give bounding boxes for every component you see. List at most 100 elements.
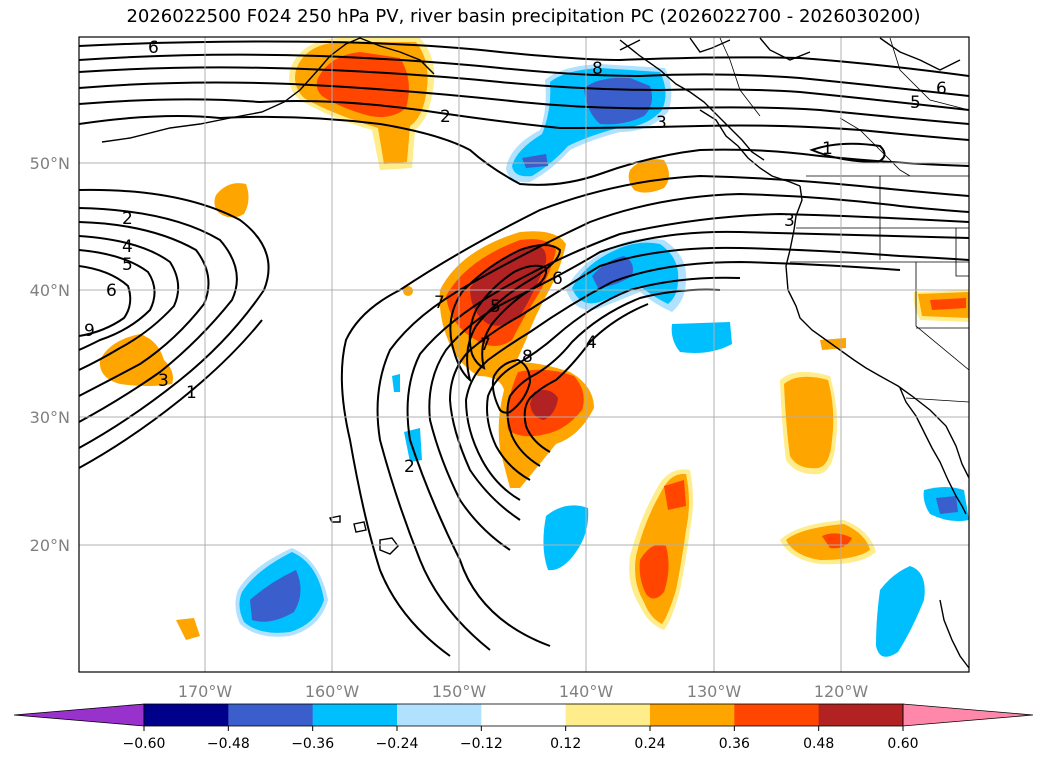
contour-label: 6	[148, 38, 159, 58]
pv-contour-trough-1	[428, 230, 969, 551]
border-bc-alberta	[839, 117, 911, 177]
shade-blob-b	[628, 159, 669, 193]
pv-contour-west-2	[79, 207, 238, 423]
colorbar-tick-label: 0.24	[634, 736, 665, 752]
colorbar-segment	[650, 704, 735, 726]
pv-contour-west-4	[79, 235, 180, 371]
coast-mexico	[939, 599, 969, 669]
shade-blob-d	[176, 618, 200, 640]
colorbar-segment	[228, 704, 314, 726]
pv-contour-trough-3	[464, 260, 901, 501]
shade-nw-red	[930, 298, 966, 310]
contour-label: 2	[122, 209, 133, 229]
pv-contours	[79, 40, 969, 657]
longitude-labels: 170°W 160°W 150°W 140°W 130°W 120°W	[178, 682, 869, 701]
pv-contour-west-5	[79, 249, 156, 351]
coast-us-west	[785, 185, 969, 479]
contour-label: 6	[552, 269, 563, 289]
colorbar-segment	[481, 704, 567, 726]
colorbar-tick-label: 0.48	[803, 736, 834, 752]
lat-label: 50°N	[30, 154, 70, 173]
contour-label: 4	[586, 333, 597, 353]
pv-contour-west-6	[79, 265, 132, 337]
colorbar-tick-label: −0.24	[376, 736, 419, 752]
contour-label: 8	[522, 347, 533, 367]
lat-label: 30°N	[30, 408, 70, 427]
border-us-mexico	[905, 397, 969, 403]
shade-jet-neg-dark	[592, 256, 633, 288]
colorbar: −0.60 −0.48 −0.36 −0.24 −0.12 0.12 0.24 0.36 0.4…	[13, 703, 1034, 752]
contour-label: 2	[404, 457, 415, 477]
shade-central-darkred-2	[530, 390, 558, 420]
colorbar-segment	[818, 704, 904, 726]
shade-blob-c	[99, 334, 173, 386]
pv-contour-north-2	[79, 53, 969, 97]
shade-neg-mex	[876, 566, 925, 657]
latitude-labels: 50°N 40°N 30°N 20°N	[30, 154, 70, 555]
shade-neg-hawaii-dark	[250, 570, 301, 622]
colorbar-segment	[144, 704, 229, 726]
pv-contour-north-6	[79, 115, 969, 186]
colorbar-segment	[312, 704, 398, 726]
shade-neg-offshore	[671, 322, 732, 353]
shade-south-pos-red	[639, 544, 669, 599]
contour-label: 9	[84, 321, 95, 341]
shade-bc-dark-small	[522, 154, 548, 168]
pv-contour-ridge-3	[406, 212, 969, 647]
lon-label: 120°W	[814, 682, 869, 701]
colorbar-outline	[143, 703, 904, 727]
pv-contour-cutoff-2	[468, 264, 548, 370]
contour-labels: 6 8 2 3 5 6 1 3 2 4 5 6 9 3 1 7 5 6 8 4 …	[84, 38, 947, 477]
lon-label: 140°W	[559, 682, 614, 701]
pv-contour-north-1	[79, 40, 969, 77]
colorbar-tick-label: −0.36	[291, 736, 334, 752]
coast-arctic	[619, 37, 961, 71]
contour-label: 7	[480, 335, 491, 355]
pv-contour-trough-inner	[491, 358, 532, 414]
border-montana	[955, 228, 969, 277]
lat-label: 40°N	[30, 281, 70, 300]
pv-contour-trough-4	[486, 276, 741, 481]
pv-contour-trough-6	[523, 303, 649, 453]
contour-label: 6	[936, 79, 947, 99]
colorbar-tick-label: 0.12	[550, 736, 581, 752]
contour-label: 3	[158, 371, 169, 391]
lon-label: 170°W	[178, 682, 233, 701]
border-nevada	[915, 262, 969, 371]
coast-baja	[899, 387, 967, 515]
shade-neg-baja-dark	[936, 496, 958, 514]
contour-label: 4	[122, 237, 133, 257]
pv-contour-north-5	[79, 98, 969, 141]
contour-label: 1	[822, 139, 833, 159]
coast-hawaii-3	[328, 515, 341, 523]
contour-label: 3	[656, 113, 667, 133]
coast-panhandle	[619, 39, 765, 161]
contour-label: 8	[592, 59, 603, 79]
colorbar-tick-label: −0.12	[460, 736, 503, 752]
colorbar-extend-high	[902, 703, 1034, 727]
pv-contour-west-3	[79, 221, 210, 397]
pv-contour-trough-2	[448, 246, 969, 521]
lon-label: 130°W	[687, 682, 742, 701]
contour-label: 2	[440, 107, 451, 127]
contour-label: 5	[490, 297, 501, 317]
colorbar-tick-label: −0.48	[207, 736, 250, 752]
lon-label: 160°W	[305, 682, 360, 701]
shade-blob-a	[214, 183, 249, 218]
pv-contour-sw	[79, 319, 263, 469]
coast-hawaii-2	[353, 521, 367, 533]
gridlines	[79, 37, 969, 672]
coast-alaska-peninsula	[101, 37, 361, 143]
shade-neg-south	[543, 505, 589, 571]
colorbar-tick-label: 0.60	[887, 736, 918, 752]
shade-gulf-alaska-red	[316, 52, 409, 117]
coast-hawaii-1	[379, 537, 399, 555]
contour-label: 1	[186, 383, 197, 403]
colorbar-tick-label: 0.36	[719, 736, 750, 752]
borders	[719, 37, 969, 403]
shade-cal-pos-orange	[784, 376, 834, 469]
colorbar-tick-label: −0.60	[123, 736, 166, 752]
contour-label: 7	[434, 293, 445, 313]
colorbar-segment	[397, 704, 482, 726]
